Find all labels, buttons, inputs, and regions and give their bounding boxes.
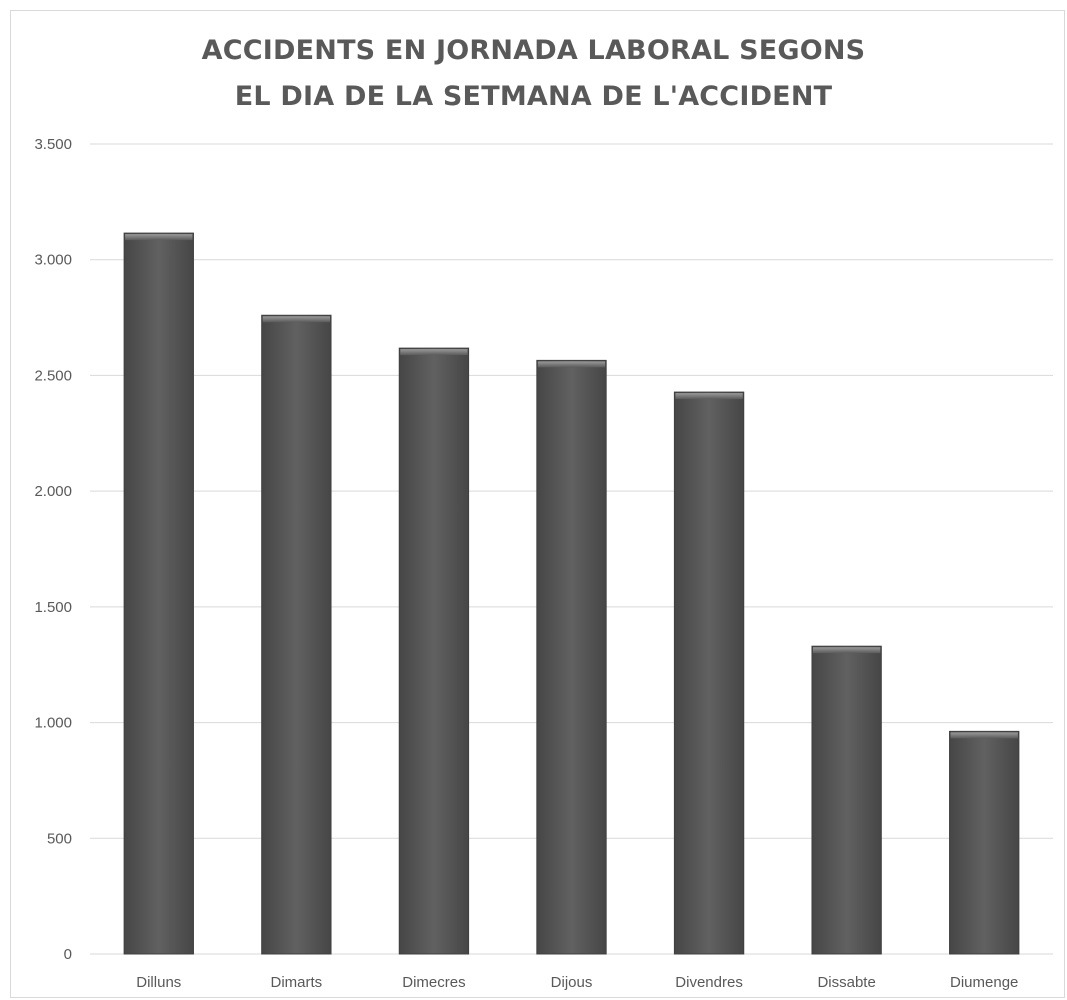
bar-bevel (950, 732, 1018, 739)
bar-body (398, 347, 470, 955)
bar-body (123, 232, 194, 955)
chart-title-line-2: EL DIA DE LA SETMANA DE L'ACCIDENT (234, 81, 833, 112)
bar-dissabte (811, 645, 882, 955)
bar-divendres (673, 391, 745, 955)
bar-diumenge (949, 730, 1020, 955)
bar-dimecres (398, 347, 470, 955)
y-tick-label-7: 3.500 (34, 136, 72, 153)
x-tick-label-divendres: Divendres (675, 974, 743, 991)
bar-body (949, 730, 1020, 955)
bar-body (673, 391, 745, 955)
bar-dimarts (261, 314, 332, 955)
bar-bevel (537, 361, 606, 368)
bar-dijous (536, 359, 607, 955)
y-tick-label-4: 2.000 (34, 483, 72, 500)
x-tick-label-dilluns: Dilluns (136, 974, 181, 991)
chart-title: ACCIDENTS EN JORNADA LABORAL SEGONS EL D… (0, 28, 1067, 120)
x-tick-label-dijous: Dijous (551, 974, 593, 991)
x-axis-ticks: Dilluns Dimarts Dimecres Dijous Divendres Dis… (136, 974, 1018, 991)
y-tick-label-5: 2.500 (34, 367, 72, 384)
bar-body (811, 645, 882, 955)
y-tick-label-2: 1.000 (34, 715, 72, 732)
bar-body (261, 314, 332, 955)
y-tick-label-6: 3.000 (34, 252, 72, 269)
x-tick-label-dimecres: Dimecres (402, 974, 465, 991)
bars (123, 232, 1020, 955)
bar-bevel (125, 234, 193, 241)
y-axis-ticks: 0 500 1.000 1.500 2.000 2.500 3.000 3.500 (34, 136, 72, 963)
y-tick-label-0: 0 (64, 946, 72, 963)
bar-bevel (675, 393, 743, 400)
y-tick-label-3: 1.500 (34, 599, 72, 616)
chart-title-line-1: ACCIDENTS EN JORNADA LABORAL SEGONS (201, 35, 866, 66)
bar-body (536, 359, 607, 955)
y-tick-label-1: 500 (47, 830, 72, 847)
x-tick-label-dissabte: Dissabte (817, 974, 875, 991)
bar-bevel (812, 647, 881, 654)
bar-bevel (400, 349, 468, 356)
bar-dilluns (123, 232, 194, 955)
bar-bevel (262, 316, 331, 323)
x-tick-label-diumenge: Diumenge (950, 974, 1018, 991)
x-tick-label-dimarts: Dimarts (271, 974, 323, 991)
